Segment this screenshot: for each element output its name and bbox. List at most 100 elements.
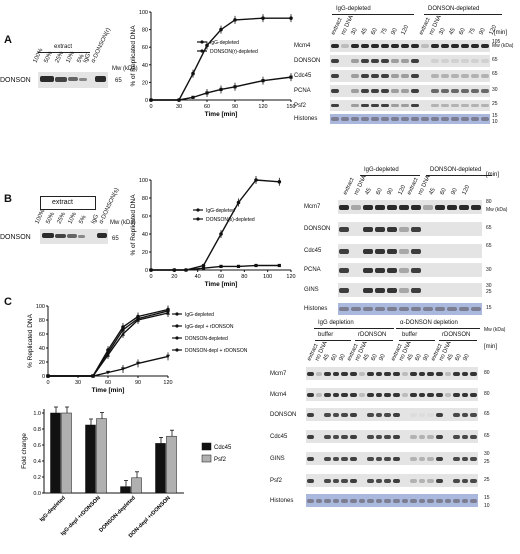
panel-c-blot-row-3-band-15: [436, 434, 443, 440]
panel-c-bar-category-1: IgG-depl +rDONSON: [60, 495, 102, 537]
panel-a-chart-series-0-point-6: [261, 16, 265, 20]
panel-a-blot-row-0-band-5: [381, 44, 389, 49]
panel-a-blot-g1-lane-2: 30: [438, 27, 447, 36]
panel-a-blot-row-0-band-7: [401, 44, 409, 49]
panel-a-chart-series-1-point-1: [177, 98, 181, 102]
panel-c-label: C: [4, 296, 12, 308]
panel-b-blot-row-5-band-11: [471, 307, 481, 312]
panel-b-blot-g0-lane-2: 45: [364, 187, 373, 196]
panel-c-chart-series-2-point-3: [121, 332, 125, 336]
panel-a-blot-row-2-band-2: [351, 74, 359, 79]
panel-c-blot-row-2-band-0: [307, 412, 314, 418]
panel-b-extract-header: extract: [52, 199, 74, 206]
panel-a-chart-ytick-label-3: 60: [142, 45, 148, 51]
panel-c-chart-series-2-line: [48, 312, 169, 377]
panel-c-bar-0-0: [50, 412, 61, 494]
panel-a-chart-series-0-line: [151, 17, 291, 101]
panel-c-blot-row-1-band-8: [375, 392, 383, 398]
panel-a-blot-row-2-band-12: [451, 74, 459, 79]
panel-a-blot-row-5-band-14: [471, 117, 479, 121]
panel-c-blot-row-4-band-14: [427, 456, 434, 462]
panel-a-blot-row-1-band-6: [391, 59, 399, 64]
panel-c-blot-row-1-band-6: [358, 392, 366, 398]
panel-b-blot-row-1-band-4: [387, 227, 397, 232]
panel-c-blot-g0-lane-2: 45: [322, 353, 331, 362]
panel-a-chart-series-0-point-3: [205, 43, 209, 48]
panel-a-blot-row-label-2: Cdc45: [294, 73, 312, 79]
panel-b-blot-row-0-band-3: [375, 205, 385, 210]
panel-c-blot-row-4-band-19: [470, 456, 477, 462]
panel-a-blot-row-4-band-4: [371, 103, 379, 108]
panel-a-blot-row-1-band-7: [401, 59, 409, 64]
panel-b-blot-row-1-band-2: [363, 227, 373, 232]
panel-c-blot-row-0-band-6: [358, 371, 366, 377]
panel-a-blot-row-3-band-5: [381, 89, 389, 94]
panel-c-bar-legend-swatch-1: [201, 454, 212, 463]
panel-c-blot-row-6-band-7: [367, 498, 374, 504]
panel-b-blot-row-5-band-6: [411, 307, 421, 312]
panel-a-blot-row-5-band-11: [441, 117, 449, 121]
panel-c-blot-group-1: α-DONSON depletion: [400, 320, 458, 326]
panel-a-blot-g0-lane-3: 45: [360, 27, 369, 36]
panel-a-blot-row-3-band-12: [451, 89, 459, 94]
panel-c-chart-legend-label-2: DONSON-depleted: [185, 336, 228, 342]
panel-c-blot-group-line-1: [396, 328, 480, 329]
panel-c-blot-row-2-band-7: [367, 412, 374, 418]
panel-a-blot-row-0-band-10: [431, 44, 439, 49]
panel-a-blot-row-2-band-10: [431, 74, 439, 79]
panel-b-blot-row-3-band-3: [375, 268, 385, 273]
panel-a-blot-row-5-band-7: [401, 117, 409, 121]
panel-b-blot-row-0-band-5: [399, 205, 409, 210]
panel-a-blot-mw-label: Mw (kDa): [492, 43, 514, 49]
panel-b-blot-min-label: [min]: [486, 172, 500, 178]
panel-c-blot-row-0-band-10: [393, 371, 400, 377]
panel-c-blot-row-5-band-10: [393, 478, 400, 484]
panel-b-blot-row-0-band-7: [423, 205, 433, 210]
panel-c-blot-row-2-band-14: [427, 412, 434, 418]
panel-b-blot-row-5-band-3: [375, 307, 385, 312]
panel-c-blot-row-0-band-4: [341, 371, 348, 377]
panel-c-chart-series-3-point-2: [106, 370, 110, 375]
panel-b-chart-xtick-label-4: 80: [241, 274, 247, 280]
panel-b-chart-xtick-label-2: 40: [195, 274, 201, 280]
panel-c-chart-series-3-point-1: [91, 374, 95, 378]
panel-c-blot-row-3-band-9: [384, 434, 391, 440]
panel-a-blot-row-5-band-2: [351, 117, 359, 121]
panel-b-blot-row-0-band-6: [411, 205, 421, 210]
panel-c-bar-legend-label-0: Cdc45: [214, 445, 232, 451]
panel-a-blot-row-3-band-3: [361, 89, 369, 94]
panel-a-blot-row-2-band-8: [411, 74, 419, 79]
panel-b-blot-row-2-band-4: [387, 249, 397, 254]
panel-c-blot-row-4-band-2: [324, 456, 331, 462]
panel-b-blot-row-0-band-1: [351, 205, 361, 210]
panel-c-chart-ytick-label-2: 40: [39, 346, 45, 352]
panel-c-blot-mw-1: 80: [484, 391, 490, 397]
panel-a-blot-row-5-band-6: [391, 117, 399, 121]
panel-c-blot-row-label-5: Psf2: [270, 477, 283, 484]
panel-a-chart-xtick-label-0: 0: [149, 104, 152, 110]
panel-a-blot-row-4-band-2: [351, 103, 359, 108]
panel-b-blot-g0-lane-5: 120: [397, 184, 408, 196]
panel-a-chart-series-1-point-7: [289, 75, 293, 79]
panel-a-blot-row-2: [330, 70, 490, 82]
panel-c-blot-row-1-band-18: [461, 392, 469, 398]
panel-c-blot-row-3-band-10: [393, 434, 400, 440]
panel-c-blot-row-4-band-17: [453, 456, 460, 462]
panel-b-blot-row-0-band-0: [339, 205, 349, 210]
panel-a-chart-legend-marker-1: [200, 49, 204, 53]
panel-a-blot-mw-2: 65: [492, 71, 498, 77]
panel-a-blot-row-1-band-4: [371, 59, 379, 64]
panel-c-blot-row-6-band-6: [358, 498, 366, 504]
panel-a-chart-ylabel: % of Replicated DNA: [130, 25, 137, 87]
panel-a-extract-lane-0: 100%: [32, 47, 45, 64]
panel-b-blot-row-5-band-2: [363, 307, 373, 312]
panel-b-chart-series-1-point-6: [254, 263, 258, 268]
panel-c-blot-row-5-band-8: [375, 478, 383, 484]
panel-b-extract-blot: [40, 229, 108, 244]
panel-a-chart-series-0-point-7: [289, 16, 293, 20]
panel-c-blot-row-5-band-5: [350, 478, 357, 484]
panel-b-blot-row-3-band-0: [339, 268, 349, 273]
panel-b-extract-lane-0: 100%: [34, 208, 47, 225]
panel-c-blot-subgroup-3: rDONSON: [442, 332, 471, 338]
panel-c-blot-row-5-band-3: [332, 478, 340, 484]
